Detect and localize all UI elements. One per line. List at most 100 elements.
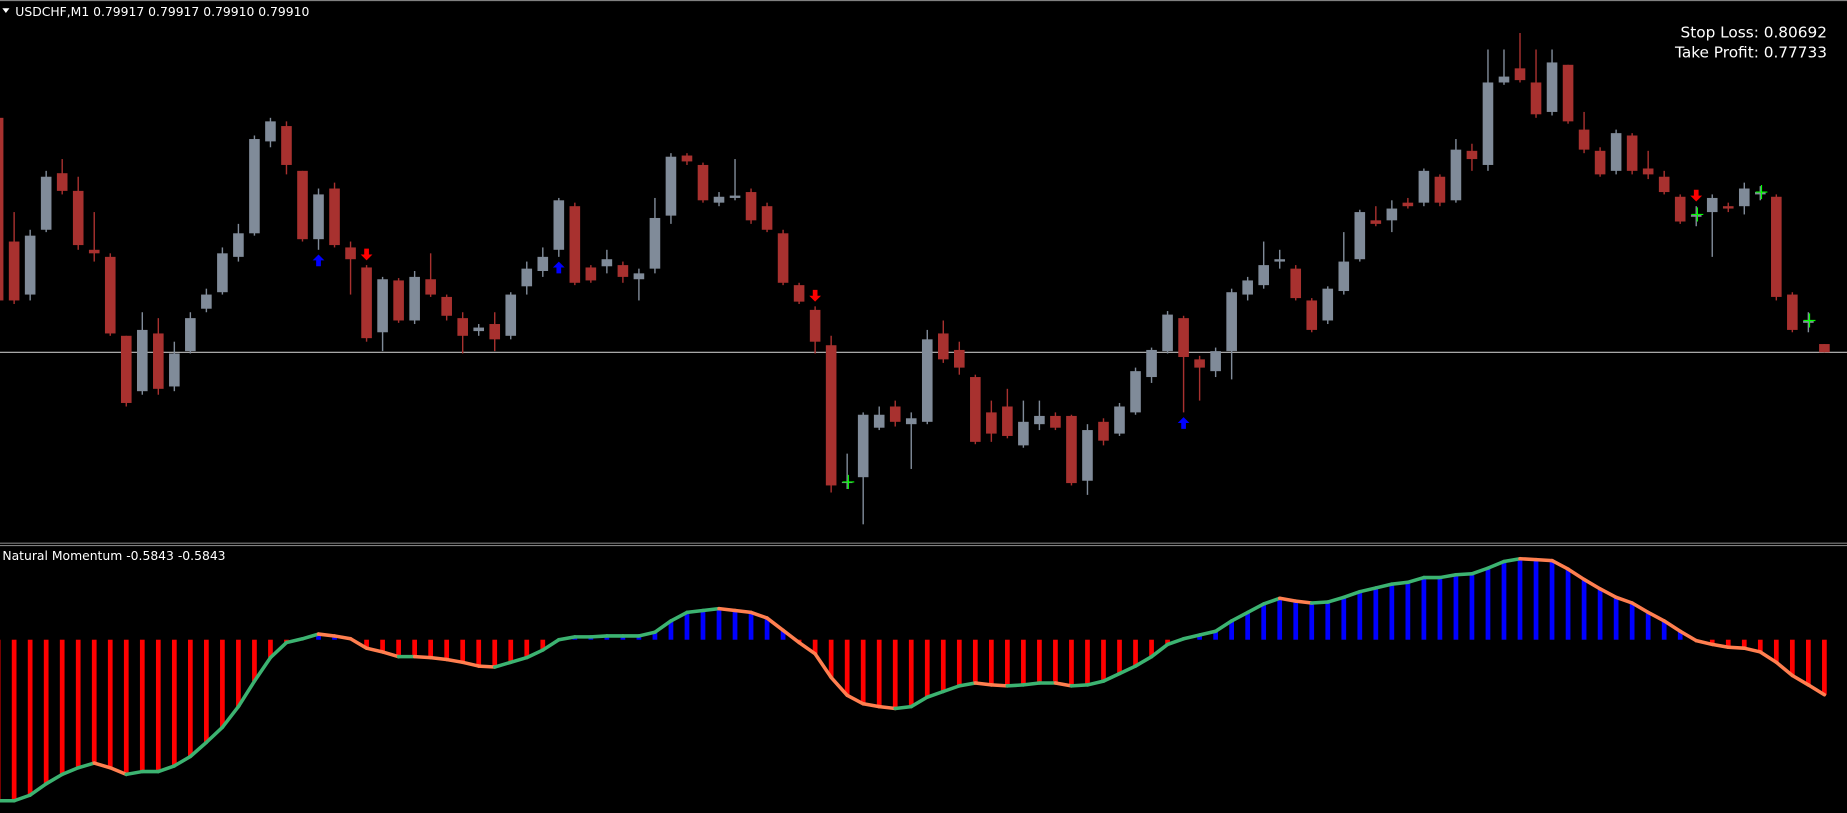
histogram-bar: [91, 639, 97, 764]
momentum-line: [525, 648, 545, 660]
momentum-line: [1614, 595, 1634, 605]
momentum-line: [1165, 637, 1186, 647]
candle-body: [857, 414, 869, 478]
chart-header: USDCHF,M1 0.79917 0.79917 0.79910 0.7991…: [15, 4, 309, 18]
candle-body: [393, 280, 404, 321]
candle-body: [1738, 188, 1750, 207]
signal-cross: [1691, 207, 1704, 222]
histogram-bar: [860, 639, 866, 704]
momentum-line: [909, 695, 930, 709]
momentum-line: [797, 640, 817, 656]
histogram-bar: [1341, 597, 1347, 640]
histogram-bar: [844, 639, 850, 696]
momentum-line: [1085, 679, 1106, 687]
candle-body: [873, 414, 885, 428]
candle-body: [761, 206, 773, 230]
momentum-line: [1309, 600, 1330, 605]
candle-body: [809, 309, 821, 342]
candle-body: [1370, 220, 1382, 224]
histogram-bar: [492, 639, 498, 668]
candle-body: [970, 377, 981, 442]
histogram-bar: [652, 632, 658, 640]
momentum-line: [508, 655, 529, 665]
momentum-line: [557, 635, 577, 642]
candle-body: [1194, 359, 1205, 368]
candle-body: [1338, 261, 1350, 292]
histogram-bar: [59, 639, 65, 775]
candle-body: [457, 318, 468, 336]
momentum-line: [188, 740, 209, 759]
histogram-bar: [716, 608, 722, 640]
histogram-bar: [1565, 569, 1571, 640]
price-panel: [0, 32, 1847, 525]
histogram-bar: [1149, 639, 1154, 657]
histogram-bar: [1021, 639, 1026, 685]
sell-arrow: [809, 289, 822, 302]
momentum-line: [685, 608, 705, 615]
candle-body: [1690, 214, 1702, 217]
histogram-bar: [1549, 560, 1555, 640]
menu-triangle[interactable]: [2, 8, 10, 13]
momentum-line: [1662, 619, 1682, 634]
candle-body: [1306, 300, 1318, 330]
histogram-bar: [1741, 639, 1747, 649]
candle-body: [713, 196, 725, 203]
candle-body: [889, 406, 901, 422]
momentum-line: [1133, 654, 1154, 668]
momentum-line: [1342, 589, 1362, 600]
histogram-bar: [1277, 598, 1283, 640]
histogram-bar: [75, 639, 81, 768]
histogram-bar: [316, 634, 321, 640]
momentum-line: [1790, 673, 1811, 687]
momentum-line: [1005, 683, 1026, 688]
momentum-line: [1213, 619, 1234, 634]
candle-body: [601, 259, 613, 267]
candle-body: [1610, 133, 1622, 171]
candle-body: [681, 155, 693, 162]
candle-body: [617, 265, 629, 277]
momentum-line: [893, 704, 914, 711]
momentum-line: [476, 664, 497, 669]
candle-body: [233, 233, 244, 257]
momentum-line: [1774, 660, 1795, 678]
momentum-line: [1470, 566, 1490, 576]
momentum-line: [749, 610, 769, 620]
candle-body: [281, 126, 292, 165]
candle-body: [136, 329, 148, 392]
candle-body: [1722, 206, 1734, 209]
candle-body: [521, 268, 533, 287]
momentum-line: [1758, 650, 1779, 665]
candle-body: [409, 276, 420, 321]
candle-body: [265, 121, 276, 142]
histogram-bar: [1533, 559, 1539, 640]
histogram-bar: [252, 639, 257, 682]
histogram-bar: [1389, 584, 1395, 640]
histogram-bar: [1309, 602, 1315, 640]
histogram-bar: [123, 639, 129, 775]
candle-body: [745, 192, 757, 221]
histogram-bar: [428, 639, 434, 658]
candle-body: [905, 418, 917, 425]
momentum-line: [1390, 580, 1410, 586]
momentum-line: [1598, 587, 1618, 600]
momentum-line: [12, 793, 32, 803]
histogram-bar: [171, 639, 177, 766]
histogram-bar: [1485, 568, 1491, 640]
histogram-bar: [828, 639, 834, 678]
candle-body: [1819, 344, 1830, 353]
candle-body: [0, 117, 4, 301]
momentum-line: [124, 769, 145, 777]
candle-body: [473, 327, 485, 332]
histogram-bar: [1405, 582, 1411, 640]
momentum-line: [172, 754, 193, 768]
histogram-bar: [220, 639, 225, 728]
momentum-line: [156, 764, 177, 774]
histogram-bar: [1822, 639, 1827, 695]
stop-loss-label: Stop Loss: 0.80692: [1681, 23, 1827, 41]
candle-body: [921, 339, 933, 422]
candle-body: [361, 267, 372, 339]
candle-body: [1114, 406, 1125, 434]
momentum-line: [1293, 599, 1314, 605]
histogram-bar: [364, 639, 369, 649]
momentum-line: [268, 640, 289, 660]
